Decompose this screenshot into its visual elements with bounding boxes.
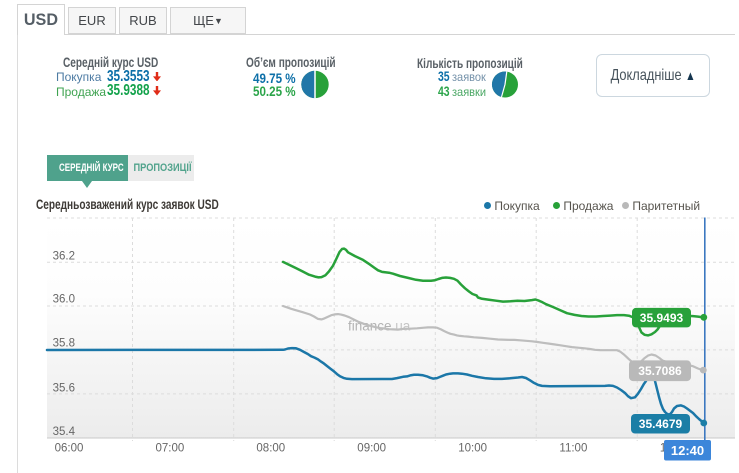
svg-text:36.2: 36.2 <box>53 250 75 262</box>
svg-text:11:00: 11:00 <box>559 443 587 455</box>
svg-text:08:00: 08:00 <box>256 443 285 455</box>
svg-text:09:00: 09:00 <box>357 443 386 455</box>
svg-text:12:40: 12:40 <box>671 443 704 458</box>
svg-text:35.4679: 35.4679 <box>639 417 683 431</box>
svg-text:10:00: 10:00 <box>458 443 487 455</box>
svg-text:35.9493: 35.9493 <box>640 311 684 325</box>
svg-text:35.7086: 35.7086 <box>638 364 682 378</box>
svg-text:35.6: 35.6 <box>53 382 75 394</box>
svg-text:07:00: 07:00 <box>156 443 185 455</box>
svg-text:06:00: 06:00 <box>55 443 84 455</box>
svg-text:35.4: 35.4 <box>53 426 76 438</box>
svg-text:35.8: 35.8 <box>53 338 75 350</box>
svg-text:36.0: 36.0 <box>53 293 75 305</box>
